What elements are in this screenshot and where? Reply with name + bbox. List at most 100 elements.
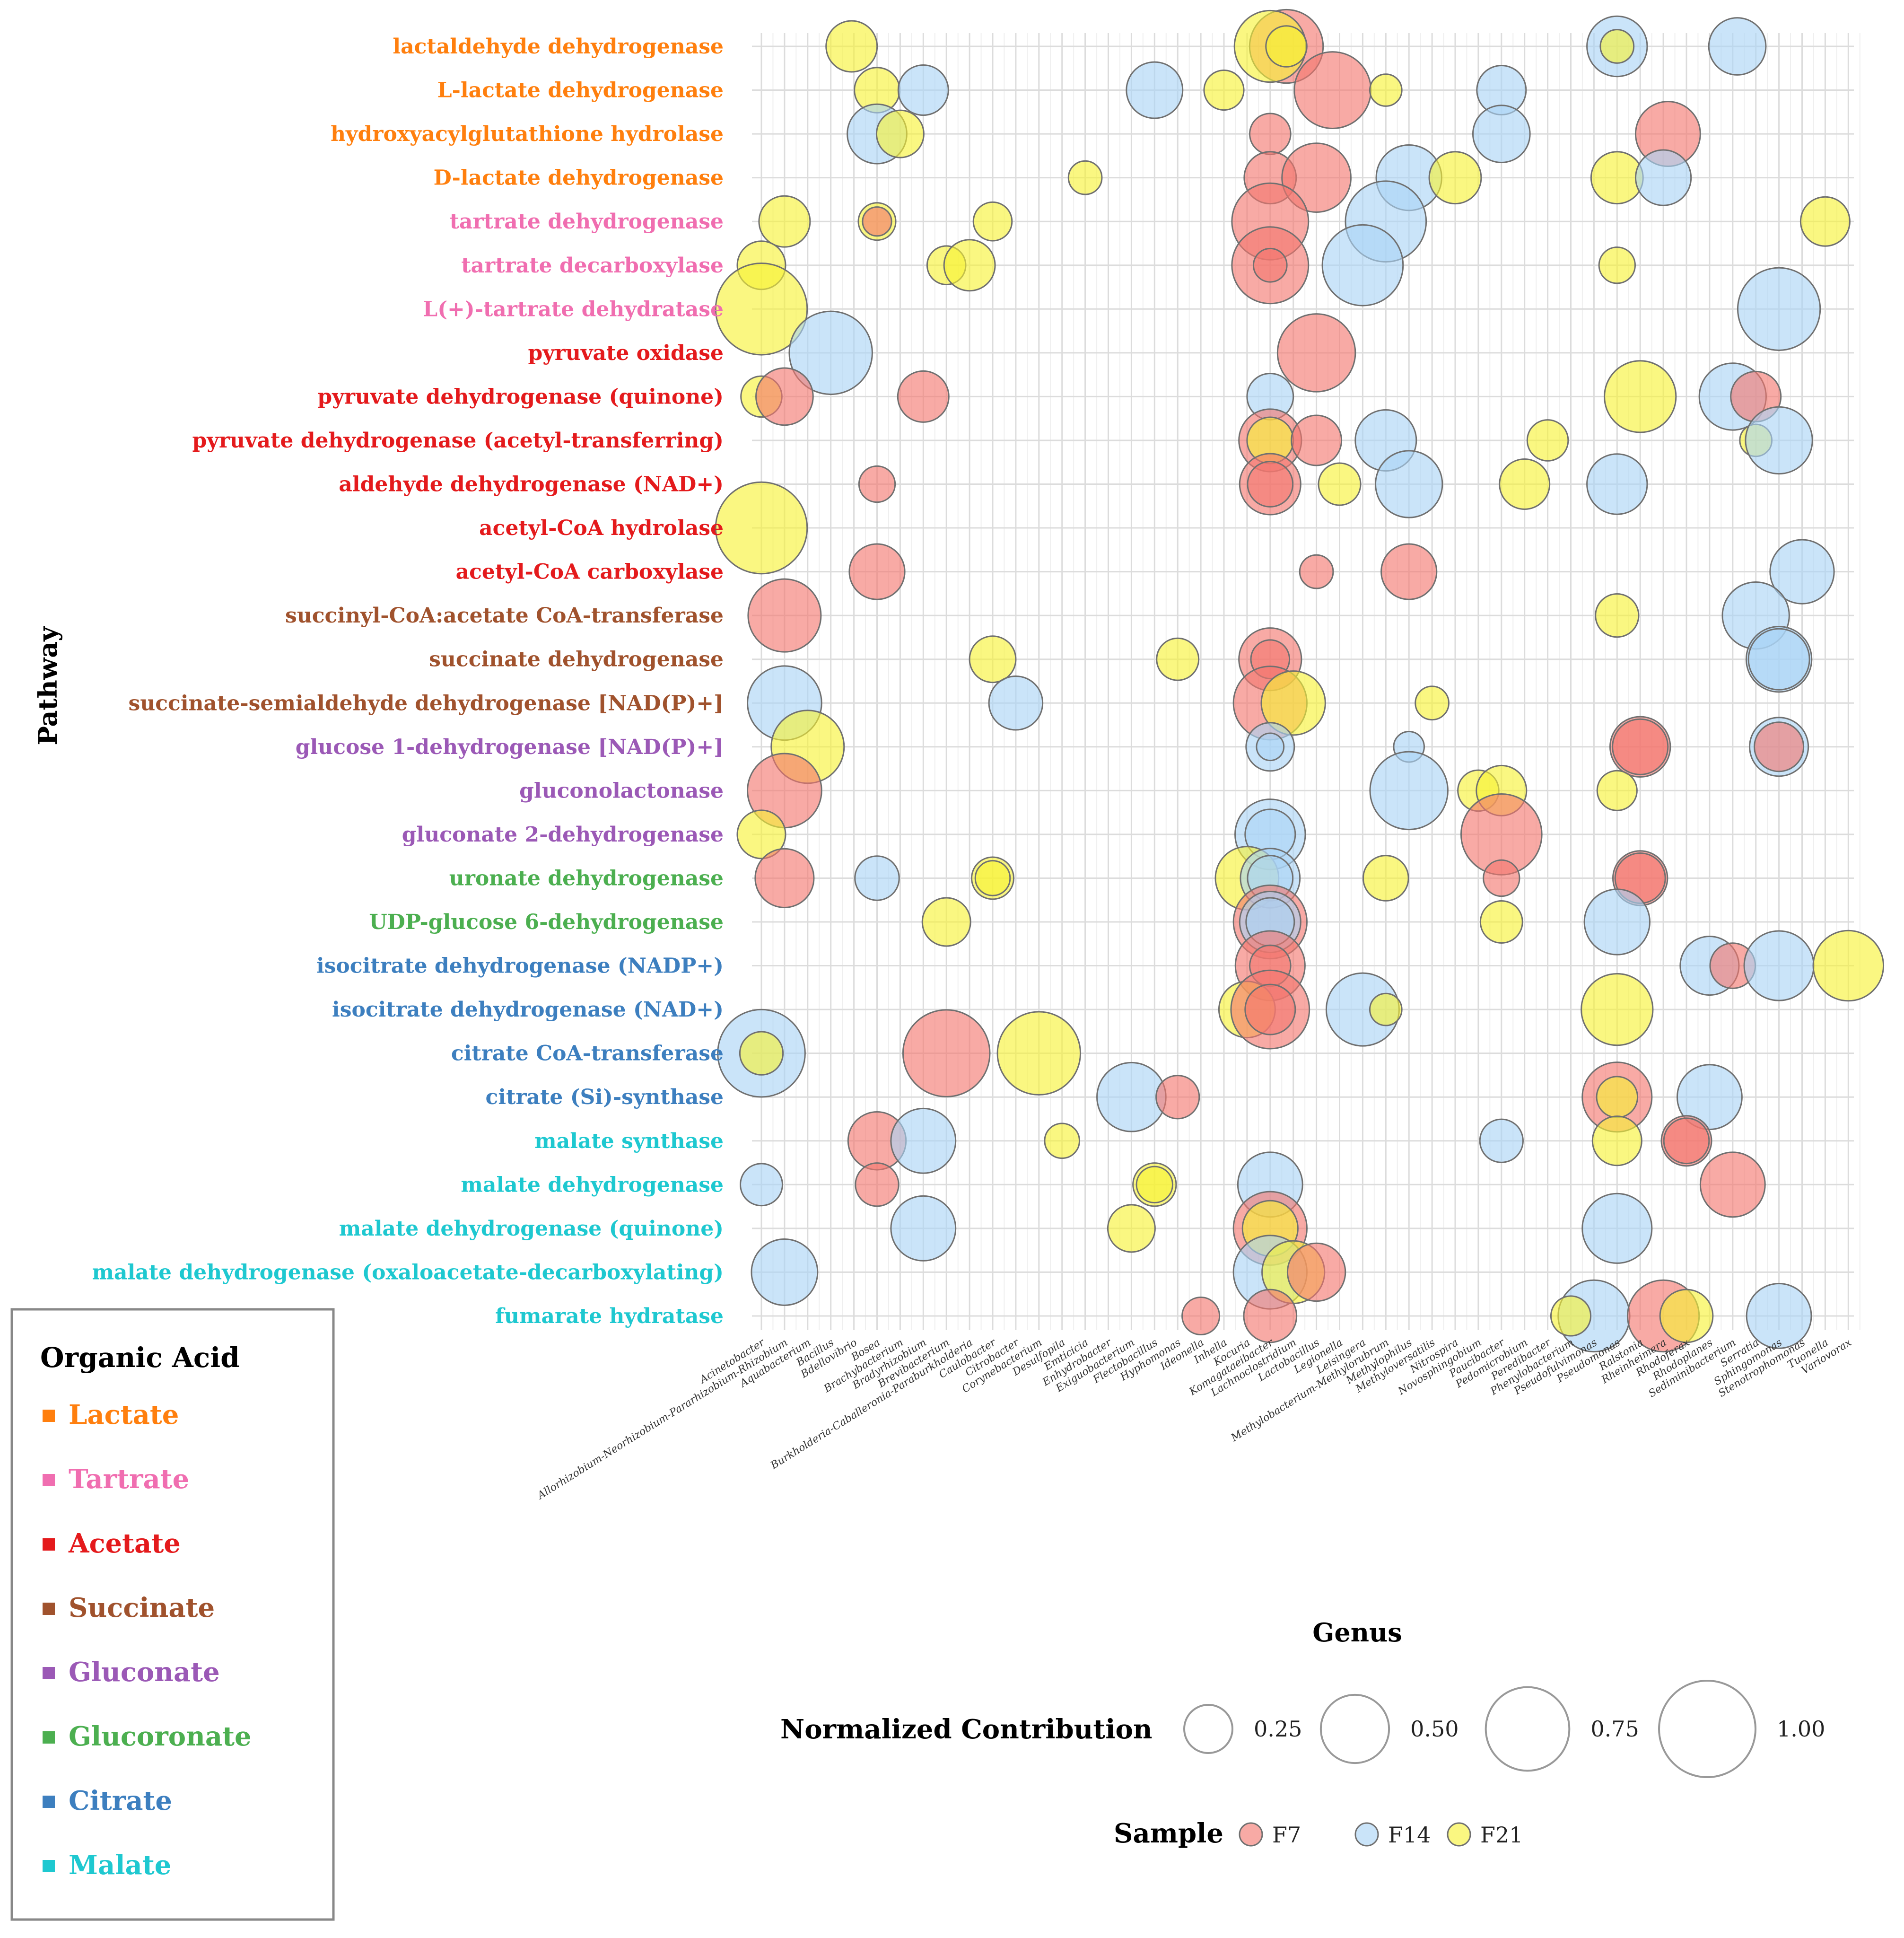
bubble-F21 (875, 109, 925, 158)
bubble-F14 (1586, 453, 1648, 515)
bubble-F21 (1604, 360, 1677, 433)
bubble-F7 (862, 206, 892, 237)
bubble-F7 (1252, 247, 1288, 283)
organic-acid-label: Acetate (68, 1528, 181, 1559)
bubble-F14 (751, 1238, 819, 1306)
bubble-F21 (943, 239, 996, 292)
bubble-F14 (1747, 628, 1810, 691)
y-tick-labels: lactaldehyde dehydrogenase L-lactate dehy… (92, 35, 724, 1328)
bubble-F7 (1281, 142, 1352, 213)
sample-legend-key-F14 (1354, 1822, 1379, 1847)
pathway-label: acetyl-CoA carboxylase (456, 560, 724, 584)
bubble-F7 (1754, 721, 1805, 772)
bubble-F7 (1291, 414, 1343, 466)
bubble-F7 (1380, 543, 1438, 600)
organic-acid-label: Glucoronate (69, 1721, 252, 1752)
size-legend-label: 1.00 (1777, 1716, 1825, 1742)
bubble-F21 (996, 1011, 1082, 1096)
pathway-label: hydroxyacylglutathione hydrolase (331, 122, 724, 146)
pathway-label: isocitrate dehydrogenase (NAD+) (332, 998, 724, 1022)
bubble-F21 (1599, 29, 1635, 64)
bubble-F7 (1276, 313, 1356, 393)
sample-legend-label: F7 (1272, 1822, 1301, 1848)
bubble-F14 (890, 1107, 957, 1174)
bubble-F21 (1479, 900, 1523, 944)
bubble-F7 (1663, 1117, 1710, 1165)
bubble-F21 (974, 860, 1011, 896)
pathway-label: succinate-semialdehyde dehydrogenase [NA… (129, 691, 724, 715)
bubble-F21 (1415, 685, 1450, 721)
bubble-F7 (1699, 1151, 1766, 1218)
organic-acid-label: Lactate (69, 1399, 179, 1430)
organic-acid-swatch (43, 1860, 55, 1872)
pathway-label: succinyl-CoA:acetate CoA-transferase (285, 604, 724, 628)
pathway-label: pyruvate dehydrogenase (quinone) (317, 385, 724, 409)
bubble-F14 (1737, 267, 1821, 351)
bubble-F21 (1499, 458, 1551, 510)
organic-acid-legend: Organic Acid Lactate Tartrate Acetate Succi… (10, 1308, 335, 1921)
bubble-F21 (1550, 1295, 1592, 1337)
organic-acid-legend-box (10, 1308, 335, 1921)
bubble-F21 (1526, 419, 1569, 462)
pathway-label: aldehyde dehydrogenase (NAD+) (339, 473, 724, 497)
bubble-F7 (902, 1009, 991, 1097)
size-legend-label: 0.25 (1254, 1716, 1302, 1742)
bubble-F14 (1676, 1064, 1743, 1131)
bubble-F21 (825, 20, 878, 73)
organic-acid-swatch (43, 1603, 55, 1615)
sample-legend-key-F7 (1239, 1822, 1263, 1847)
pathway-label: pyruvate dehydrogenase (acetyl-transferr… (192, 429, 724, 453)
organic-acid-label: Gluconate (69, 1657, 220, 1688)
bubble-F21 (1596, 1076, 1639, 1118)
y-axis-title: Pathway (33, 626, 63, 745)
bubble-F7 (1247, 461, 1294, 508)
bubble-F21 (969, 635, 1017, 684)
bubble-F7 (897, 370, 950, 423)
bubble-F21 (715, 481, 808, 575)
bubble-F14 (1256, 732, 1285, 762)
pathway-label: D-lactate dehydrogenase (434, 166, 724, 190)
bubble-F14 (1126, 61, 1184, 119)
organic-acid-legend-title: Organic Acid (40, 1342, 240, 1374)
bubble-F21 (1369, 992, 1403, 1026)
bubble-F14 (788, 310, 873, 395)
bubble-F7 (858, 465, 896, 503)
bubble-F14 (854, 855, 900, 901)
bubble-F7 (754, 848, 815, 908)
bubble-F21 (1598, 246, 1636, 284)
pathway-label: pyruvate oxidase (528, 341, 724, 365)
pathway-label: tartrate decarboxylase (461, 254, 724, 278)
bubble-F14 (1369, 751, 1449, 831)
bubble-F7 (747, 578, 822, 653)
bubble-F7 (1243, 1289, 1298, 1343)
bubble-F21 (1135, 1166, 1173, 1203)
bubble-F14 (890, 1195, 957, 1262)
organic-acid-swatch (43, 1731, 55, 1744)
x-axis-title: Genus (1312, 1617, 1402, 1648)
sample-legend-label: F21 (1480, 1822, 1523, 1848)
pathway-label: fumarate hydratase (495, 1304, 724, 1328)
bubble-F21 (1044, 1122, 1080, 1159)
bubble-F7 (1181, 1296, 1221, 1335)
pathway-label: malate dehydrogenase (quinone) (339, 1217, 724, 1241)
sample-legend-key-F21 (1447, 1822, 1471, 1847)
bubble-F14 (988, 675, 1044, 731)
bubble-F7 (848, 543, 906, 600)
bubble-F21 (1369, 73, 1403, 107)
bubble-F21 (1581, 973, 1654, 1046)
bubble-F21 (1595, 593, 1640, 638)
sample-legend: Sample F7 F14 F21 (1114, 1818, 1523, 1849)
bubble-F14 (1479, 1118, 1524, 1163)
bubble-F14 (1583, 888, 1651, 956)
pathway-label: lactaldehyde dehydrogenase (393, 35, 724, 59)
organic-acid-swatch (43, 1538, 55, 1551)
bubble-F21 (1362, 855, 1409, 902)
bubble-F21 (1591, 1115, 1642, 1166)
sample-legend-title: Sample (1114, 1818, 1223, 1849)
pathway-label: succinate dehydrogenase (429, 648, 724, 672)
bubble-F14 (1321, 224, 1404, 307)
pathway-label: malate synthase (534, 1129, 724, 1153)
bubble-F21 (1107, 1204, 1156, 1253)
organic-acid-swatch (43, 1796, 55, 1808)
